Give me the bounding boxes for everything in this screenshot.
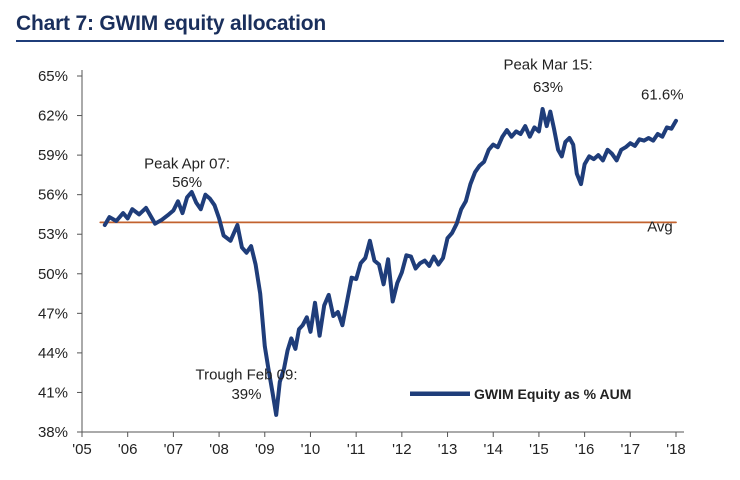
title-rule <box>16 40 724 42</box>
x-tick-label: '06 <box>118 441 138 458</box>
annotation-label: Trough Feb 09: <box>195 366 297 383</box>
annotation-label: 63% <box>533 79 563 96</box>
y-tick-label: 50% <box>38 266 68 283</box>
x-tick-label: '15 <box>529 441 549 458</box>
x-tick-label: '16 <box>575 441 595 458</box>
x-tick-label: '10 <box>301 441 321 458</box>
x-tick-label: '12 <box>392 441 412 458</box>
annotation-label: Avg <box>647 219 673 236</box>
y-tick-label: 38% <box>38 424 68 441</box>
annotation-label: Peak Apr 07: <box>144 155 230 172</box>
annotation-group: Peak Apr 07: 56% Peak Mar 15: 63% 61.6% Avg Tr… <box>144 56 683 403</box>
y-tick-label: 59% <box>38 147 68 164</box>
chart-title: Chart 7: GWIM equity allocation <box>16 12 326 35</box>
annotation-label: Peak Mar 15: <box>503 56 592 73</box>
x-tick-label: '07 <box>164 441 184 458</box>
x-tick-label: '05 <box>72 441 92 458</box>
x-tick-label: '17 <box>621 441 641 458</box>
annotation-label: 61.6% <box>641 87 684 104</box>
x-tick-label: '14 <box>483 441 503 458</box>
x-tick-label: '11 <box>347 441 365 458</box>
legend-label: GWIM Equity as % AUM <box>474 386 631 402</box>
y-tick-label: 65% <box>38 68 68 85</box>
y-tick-label: 56% <box>38 187 68 204</box>
series-line-gwim-equity <box>102 107 678 417</box>
y-tick-label: 44% <box>38 345 68 362</box>
x-tick-label: '09 <box>255 441 275 458</box>
y-tick-label: 41% <box>38 384 68 401</box>
x-tick-label: '13 <box>438 441 458 458</box>
y-tick-label: 62% <box>38 108 68 125</box>
series-group <box>99 107 678 417</box>
annotation-label: 56% <box>172 174 202 191</box>
axes: 38% 41% 44% 47% 50% 53% 56% 59% 62% 65% '05 '06 '07 '… <box>38 68 686 458</box>
x-tick-label: '18 <box>666 441 686 458</box>
y-tick-label: 53% <box>38 226 68 243</box>
legend: GWIM Equity as % AUM <box>410 386 631 402</box>
annotation-label: 39% <box>231 386 261 403</box>
y-tick-label: 47% <box>38 305 68 322</box>
x-tick-label: '08 <box>209 441 229 458</box>
